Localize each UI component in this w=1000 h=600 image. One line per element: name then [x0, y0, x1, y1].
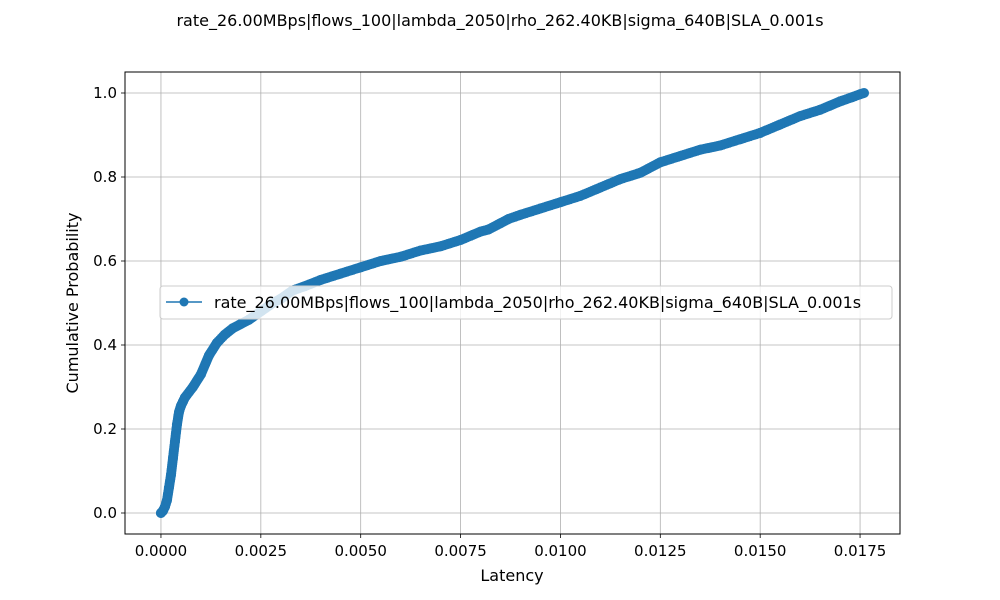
data-point	[775, 119, 786, 130]
data-point	[161, 495, 172, 506]
data-point	[483, 224, 494, 235]
x-tick-label: 0.0175	[834, 542, 887, 560]
data-point	[847, 92, 858, 103]
y-tick-label: 0.8	[93, 168, 117, 186]
x-tick-label: 0.0100	[534, 542, 587, 560]
x-tick-label: 0.0125	[634, 542, 687, 560]
data-point	[227, 323, 238, 334]
data-point	[835, 96, 846, 107]
data-point	[555, 197, 566, 208]
axes-frame	[124, 71, 901, 535]
legend-box	[159, 285, 893, 320]
chart-title: rate_26.00MBps|flows_100|lambda_2050|rho…	[176, 11, 823, 31]
data-point	[165, 470, 176, 481]
data-point	[187, 382, 198, 392]
data-point	[315, 274, 326, 285]
data-point	[515, 209, 526, 220]
data-point	[495, 218, 506, 229]
x-tick-label: 0.0075	[434, 542, 487, 560]
data-point	[195, 369, 206, 380]
y-tick-label: 0.0	[93, 504, 117, 522]
data-point	[503, 214, 514, 224]
data-point	[167, 453, 178, 464]
data-point	[395, 251, 406, 262]
data-point	[695, 144, 706, 155]
data-point	[335, 268, 346, 279]
data-point	[455, 235, 466, 245]
data-point	[435, 241, 446, 252]
x-tick-label: 0.0025	[235, 542, 288, 560]
data-point	[635, 167, 646, 178]
legend-marker-swatch	[179, 297, 189, 307]
data-point	[415, 245, 426, 256]
data-point	[735, 134, 746, 145]
data-point	[595, 182, 606, 193]
data-point	[211, 337, 222, 348]
data-point	[755, 127, 766, 138]
x-tick-label: 0.0000	[135, 542, 188, 560]
data-point	[615, 174, 626, 185]
y-tick-label: 0.4	[93, 336, 117, 354]
y-tick-label: 1.0	[93, 84, 117, 102]
y-tick-label: 0.6	[93, 252, 117, 270]
legend-entry-label: rate_26.00MBps|flows_100|lambda_2050|rho…	[214, 293, 861, 313]
data-point	[219, 329, 230, 340]
plot-area	[155, 88, 870, 518]
data-point	[655, 157, 666, 168]
data-point	[715, 140, 726, 151]
data-point	[171, 419, 182, 430]
y-axis-label: Cumulative Probability	[63, 213, 82, 394]
data-point	[815, 104, 826, 115]
x-axis-label: Latency	[480, 566, 543, 585]
legend: rate_26.00MBps|flows_100|lambda_2050|rho…	[159, 285, 893, 320]
data-point	[179, 392, 190, 403]
x-tick-label: 0.0050	[334, 542, 387, 560]
data-point	[163, 482, 174, 493]
y-tick-label: 0.2	[93, 420, 117, 438]
data-point	[235, 319, 246, 329]
data-point	[475, 226, 486, 237]
data-point	[859, 88, 870, 98]
data-point	[535, 203, 546, 214]
data-point	[795, 111, 806, 122]
x-tick-label: 0.0150	[734, 542, 787, 560]
data-point	[575, 190, 586, 201]
axis-ticks: 0.0000 0.0025 0.0050 0.0075 0.0100 0.0125 0.01…	[93, 84, 886, 560]
data-point	[169, 436, 180, 447]
data-point	[375, 256, 386, 266]
data-point	[355, 262, 366, 273]
data-point	[675, 151, 686, 161]
data-point	[203, 350, 214, 361]
